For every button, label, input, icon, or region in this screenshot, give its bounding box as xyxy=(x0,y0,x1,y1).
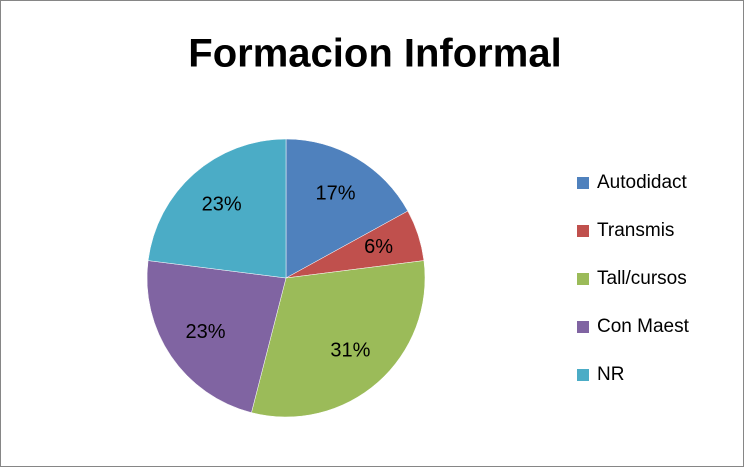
legend-label: Con Maest xyxy=(597,316,690,337)
legend-label: Transmis xyxy=(597,220,674,241)
legend-label: Tall/cursos xyxy=(597,268,687,289)
pie-slice xyxy=(146,260,287,413)
legend-swatch xyxy=(577,273,589,285)
data-label: 17% xyxy=(316,183,356,205)
pie-slice xyxy=(251,260,426,418)
chart-title: Formacion Informal xyxy=(188,32,561,76)
pie-slice xyxy=(147,138,287,279)
data-label: 23% xyxy=(186,321,226,343)
legend-swatch xyxy=(577,177,589,189)
legend-swatch xyxy=(577,369,589,381)
legend-swatch xyxy=(577,321,589,333)
data-label: 6% xyxy=(364,236,393,258)
legend-label: NR xyxy=(597,364,624,385)
data-label: 23% xyxy=(202,193,242,215)
pie-slice xyxy=(285,138,409,279)
legend-label: Autodidact xyxy=(597,172,688,193)
legend-swatch xyxy=(577,225,589,237)
data-label: 31% xyxy=(330,339,370,361)
